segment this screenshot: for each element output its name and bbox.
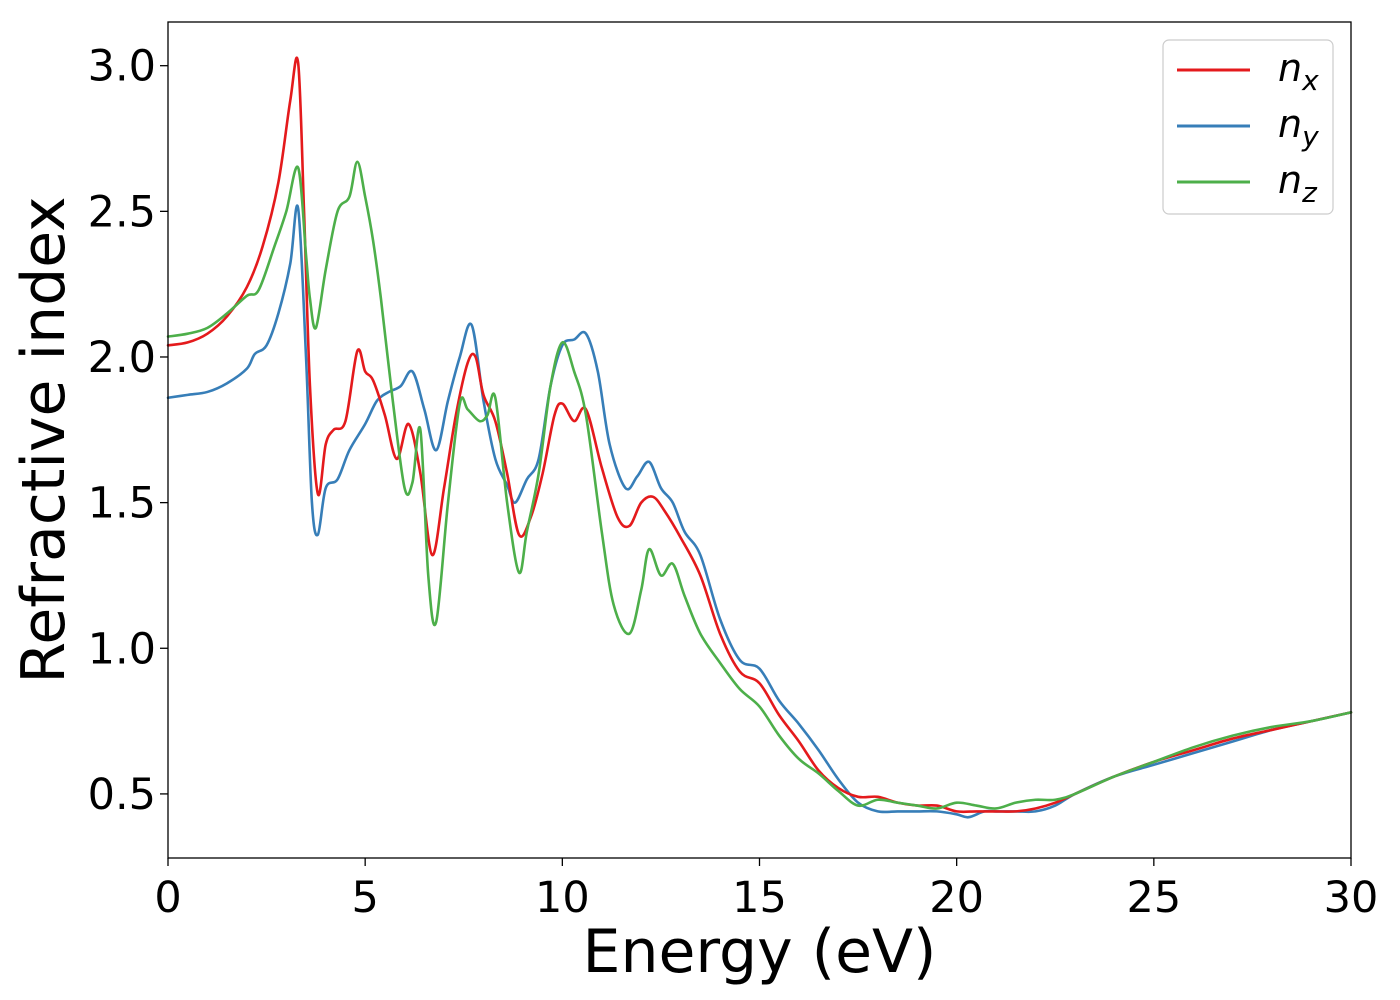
x-tick-label: 10 bbox=[535, 873, 590, 923]
y-tick-label: 1.0 bbox=[88, 624, 156, 674]
series-layer bbox=[166, 56, 1353, 819]
x-tick-label: 20 bbox=[929, 873, 984, 923]
legend-label-x: nx bbox=[1278, 46, 1319, 97]
series-line-x bbox=[166, 56, 1353, 814]
x-axis-label: Energy (eV) bbox=[583, 917, 937, 987]
y-tick-label: 2.5 bbox=[88, 187, 156, 237]
legend-label-base: n bbox=[1278, 102, 1302, 146]
y-tick-label: 0.5 bbox=[88, 770, 156, 820]
legend-label-subscript: x bbox=[1301, 64, 1319, 97]
y-tick-label: 2.0 bbox=[88, 333, 156, 383]
x-tick-label: 25 bbox=[1126, 873, 1181, 923]
series-line-z bbox=[166, 160, 1353, 810]
x-tick-label: 5 bbox=[351, 873, 378, 923]
x-axis: 0 5 10 15 20 25 30 bbox=[154, 858, 1378, 923]
y-axis-label: Refractive index bbox=[9, 196, 79, 683]
legend-label-base: n bbox=[1278, 158, 1302, 202]
y-tick-label: 3.0 bbox=[88, 42, 156, 92]
legend-label-subscript: y bbox=[1301, 120, 1319, 153]
x-tick-label: 30 bbox=[1324, 873, 1379, 923]
legend-label-subscript: z bbox=[1301, 176, 1318, 209]
plot-background bbox=[168, 22, 1351, 858]
x-tick-label: 0 bbox=[154, 873, 181, 923]
y-tick-label: 1.5 bbox=[88, 479, 156, 529]
legend-label-y: ny bbox=[1278, 102, 1319, 153]
legend-label-z: nz bbox=[1278, 158, 1318, 209]
x-tick-label: 15 bbox=[732, 873, 787, 923]
y-axis: 0.5 1.0 1.5 2.0 2.5 3.0 bbox=[88, 42, 168, 820]
legend-label-base: n bbox=[1278, 46, 1302, 90]
